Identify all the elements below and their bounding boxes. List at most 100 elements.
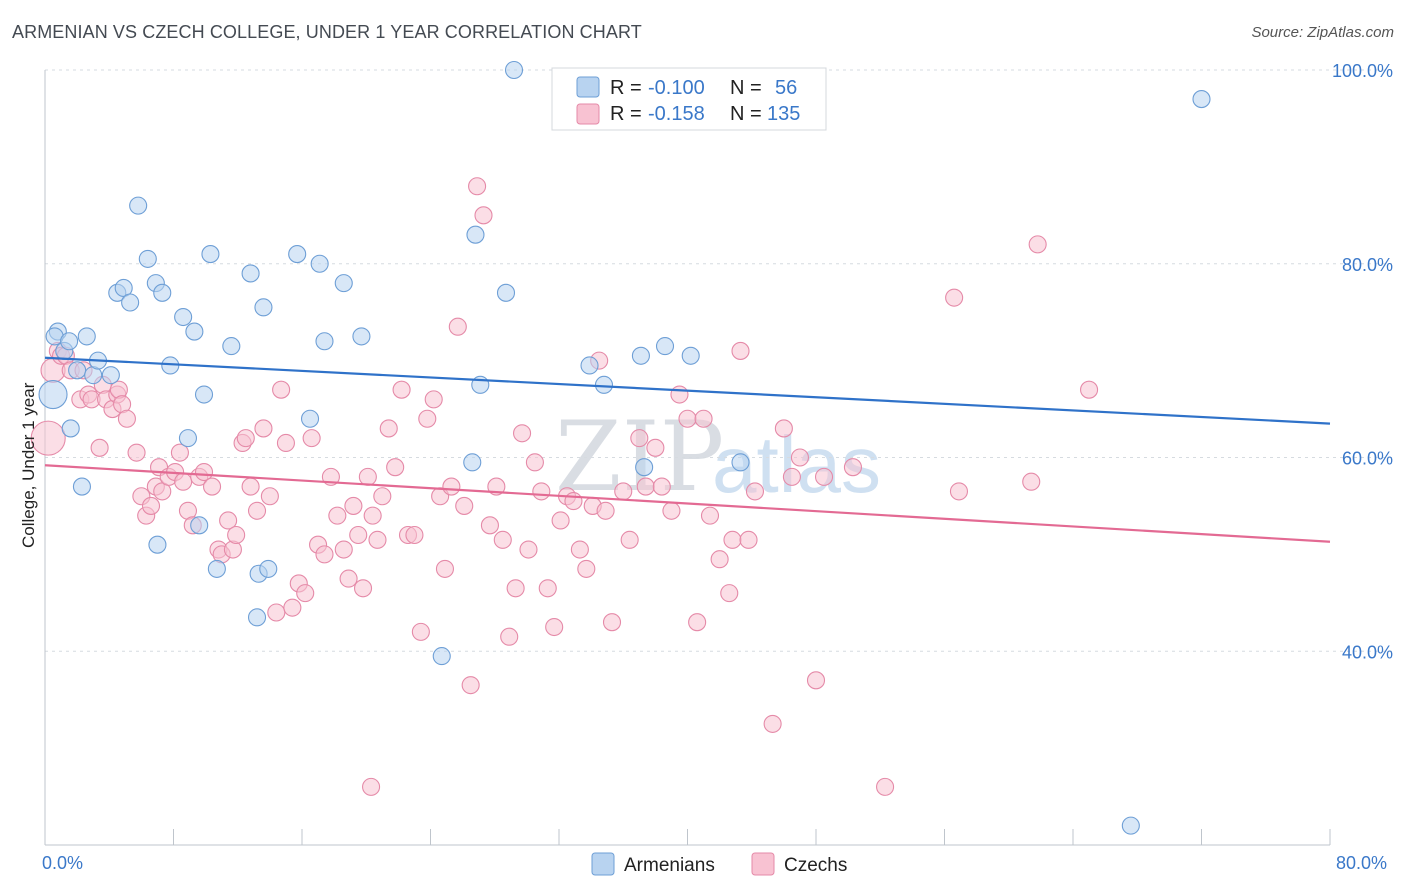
bottom-legend-swatch-armenians	[591, 852, 615, 876]
czech-point	[283, 598, 302, 617]
czech-points	[30, 177, 1099, 796]
czech-point	[353, 579, 373, 598]
legend-r-value-2: -0.158	[648, 103, 705, 125]
x-tick-label-max: 80.0%	[1336, 853, 1387, 873]
armenian-point	[681, 346, 700, 365]
czech-point	[731, 341, 750, 360]
czech-point	[949, 482, 969, 501]
czech-point	[296, 584, 315, 603]
y-tick-label: 60.0%	[1342, 449, 1393, 469]
series-legend: Armenians Czechs	[591, 852, 847, 876]
armenian-point	[463, 453, 482, 472]
bottom-legend-swatch-czechs	[751, 852, 775, 876]
czech-point	[513, 424, 532, 443]
armenian-point	[194, 385, 214, 404]
czech-point	[141, 496, 161, 515]
czech-point	[745, 482, 765, 501]
armenian-point	[1192, 90, 1211, 109]
czech-point	[1080, 380, 1099, 399]
armenian-point	[334, 274, 353, 293]
czech-point	[405, 525, 424, 545]
armenian-point	[241, 264, 260, 283]
czech-point	[30, 420, 66, 456]
czech-point	[763, 714, 782, 733]
armenian-point	[631, 346, 650, 365]
czech-point	[368, 530, 387, 549]
legend-r-label-2: R =	[610, 103, 642, 125]
czech-point	[260, 487, 279, 506]
armenian-point	[129, 196, 148, 215]
czech-point	[564, 492, 583, 511]
trend-lines	[44, 356, 1331, 543]
czech-point	[723, 530, 742, 549]
y-axis-label: College, Under 1 year	[19, 382, 38, 548]
armenian-point	[1121, 816, 1140, 835]
czech-point	[814, 467, 834, 486]
x-tick-label-min: 0.0%	[42, 853, 83, 873]
czech-point	[349, 525, 368, 545]
armenian-point	[731, 453, 750, 472]
czech-point	[373, 487, 392, 506]
legend-n-label-2: N =	[730, 103, 762, 125]
armenian-point	[352, 327, 371, 346]
armenian-point	[60, 332, 79, 351]
armenian-point	[222, 337, 241, 356]
czech-point	[876, 777, 895, 796]
armenian-point	[504, 60, 524, 80]
armenian-point	[185, 322, 204, 341]
y-tick-label: 100.0%	[1332, 61, 1393, 81]
chart-title: ARMENIAN VS CZECH COLLEGE, UNDER 1 YEAR …	[12, 22, 642, 42]
armenian-trend-line	[44, 356, 1331, 425]
czech-point	[636, 477, 655, 496]
czech-point	[170, 443, 189, 462]
armenian-point	[259, 559, 278, 578]
czech-point	[468, 177, 487, 196]
czech-point	[90, 438, 109, 457]
czech-point	[386, 458, 405, 477]
legend-r-label-1: R =	[610, 77, 642, 99]
armenian-point	[190, 516, 209, 535]
czech-point	[806, 671, 826, 690]
axes	[44, 70, 1331, 846]
czech-point	[392, 380, 411, 399]
armenian-point	[466, 225, 485, 244]
legend-n-value-2: 135	[767, 103, 800, 125]
armenian-point	[432, 647, 451, 666]
czech-point	[379, 419, 398, 438]
czech-point	[596, 501, 615, 520]
czech-point	[247, 501, 267, 520]
czech-point	[241, 477, 260, 496]
czech-point	[418, 409, 437, 428]
armenian-points	[38, 60, 1211, 835]
czech-point	[194, 462, 214, 482]
czech-point	[620, 530, 639, 549]
czech-point	[339, 569, 358, 588]
armenian-point	[178, 429, 198, 448]
czech-point	[782, 467, 801, 486]
y-tick-label: 40.0%	[1342, 642, 1393, 662]
legend-n-value-1: 56	[775, 77, 797, 99]
czech-point	[945, 288, 964, 307]
czech-point	[1022, 472, 1041, 491]
czech-point	[127, 443, 146, 462]
czech-point	[424, 390, 443, 409]
bottom-legend-label-armenians: Armenians	[624, 855, 715, 876]
czech-point	[843, 458, 862, 477]
czech-point	[678, 409, 697, 428]
czech-point	[532, 482, 551, 501]
armenian-point	[148, 535, 167, 554]
armenian-point	[121, 293, 140, 312]
czech-point	[203, 477, 222, 496]
czech-point	[435, 559, 455, 578]
czech-point	[480, 516, 499, 535]
czech-point	[577, 559, 596, 578]
armenian-point	[635, 458, 654, 477]
czech-point	[538, 579, 557, 598]
czech-point	[358, 467, 377, 486]
czech-point	[461, 676, 480, 695]
armenian-point	[68, 361, 87, 380]
legend-swatch-armenians	[576, 76, 600, 98]
czech-point	[506, 579, 525, 598]
armenian-point	[153, 283, 172, 302]
armenian-point	[72, 477, 91, 496]
